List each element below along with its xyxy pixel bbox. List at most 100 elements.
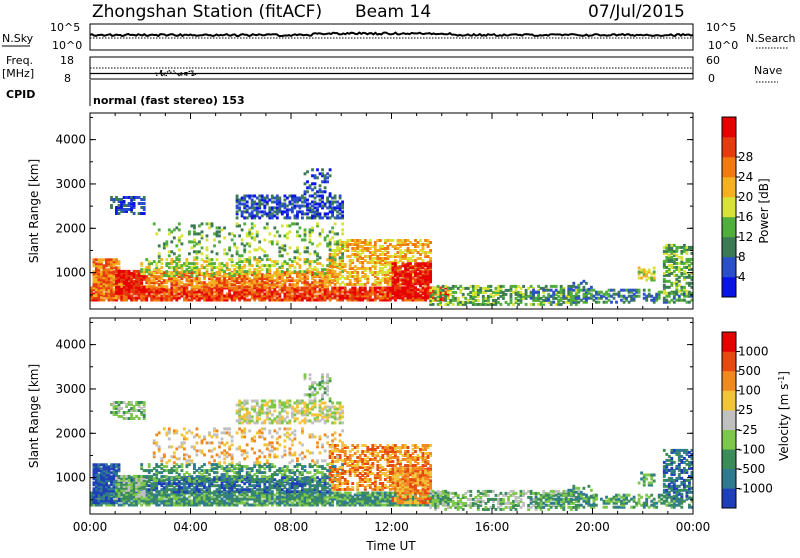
heatmap-cell [422,296,425,299]
heatmap-cell [502,291,505,294]
heatmap-cell [552,291,555,294]
heatmap-cell [243,210,246,213]
heatmap-cell [341,270,344,273]
heatmap-cell [437,285,440,288]
heatmap-cell [331,230,334,233]
heatmap-cell [301,270,304,273]
heatmap-cell [120,288,123,291]
heatmap-cell [306,180,309,183]
heatmap-cell [376,492,379,495]
heatmap-cell [334,249,337,252]
heatmap-cell [213,287,216,290]
heatmap-cell [686,246,689,249]
heatmap-cell [419,270,422,273]
heatmap-cell [653,267,656,270]
heatmap-cell [329,283,332,286]
heatmap-cell [231,232,234,235]
heatmap-cell [346,291,349,294]
heatmap-cell [419,262,422,265]
heatmap-cell [643,297,646,300]
heatmap-cell [650,295,653,298]
heatmap-cell [583,289,586,292]
heatmap-cell [638,295,641,298]
heatmap-cell [165,279,168,282]
heatmap-cell [201,246,204,249]
heatmap-cell [241,242,244,245]
heatmap-cell [550,301,553,304]
heatmap-cell [462,287,465,290]
heatmap-cell [160,274,163,277]
heatmap-cell [665,286,668,289]
nave-dip-dot [181,72,183,73]
heatmap-cell [138,202,141,205]
heatmap-cell [673,282,676,285]
heatmap-cell [268,264,271,267]
heatmap-cell [191,240,194,243]
colorbar-tick-label: 28 [738,150,753,164]
heatmap-cell [550,289,553,292]
heatmap-cell [216,266,219,269]
heatmap-cell [364,283,367,286]
heatmap-cell [376,271,379,274]
heatmap-cell [630,295,633,298]
heatmap-cell [281,283,284,286]
heatmap-cell [263,226,266,229]
heatmap-cell [191,500,194,503]
heatmap-cell [389,261,392,264]
heatmap-cell [505,293,508,296]
heatmap-cell [351,275,354,278]
heatmap-cell [173,502,176,505]
heatmap-cell [623,301,626,304]
heatmap-cell [286,287,289,290]
heatmap-cell [168,232,171,235]
heatmap-cell [321,289,324,292]
heatmap-cell [402,262,405,265]
heatmap-cell [241,210,244,213]
heatmap-cell [123,274,126,277]
heatmap-cell [397,266,400,269]
heatmap-cell [319,242,322,245]
heatmap-cell [366,261,369,264]
heatmap-cell [178,228,181,231]
heatmap-cell [118,270,121,273]
heatmap-cell [118,212,121,215]
heatmap-cell [603,301,606,304]
heatmap-cell [188,500,191,503]
heatmap-cell [118,260,121,263]
heatmap-cell [668,292,671,295]
heatmap-cell [424,268,427,271]
heatmap-cell [253,272,256,275]
heatmap-cell [284,244,287,247]
heatmap-cell [371,265,374,268]
heatmap-cell [281,244,284,247]
heatmap-cell [675,254,678,257]
heatmap-cell [286,208,289,211]
heatmap-cell [198,240,201,243]
heatmap-cell [256,258,259,261]
heatmap-cell [326,234,329,237]
heatmap-cell [193,285,196,288]
heatmap-cell [356,271,359,274]
heatmap-cell [143,202,146,205]
heatmap-cell [464,297,467,300]
heatmap-cell [263,274,266,277]
heatmap-cell [673,266,676,269]
heatmap-cell [429,295,432,298]
heatmap-cell [680,272,683,275]
heatmap-cell [113,294,116,297]
heatmap-cell [263,210,266,213]
heatmap-cell [341,295,344,298]
heatmap-cell [369,255,372,258]
heatmap-cell [213,238,216,241]
heatmap-cell [555,297,558,300]
cpid-label: CPID [6,88,35,101]
heatmap-cell [238,206,241,209]
heatmap-cell [432,299,435,302]
heatmap-cell [256,492,259,495]
heatmap-cell [334,283,337,286]
heatmap-cell [653,277,656,280]
heatmap-cell [344,287,347,290]
heatmap-cell [344,283,347,286]
heatmap-cell [419,290,422,293]
heatmap-cell [595,291,598,294]
